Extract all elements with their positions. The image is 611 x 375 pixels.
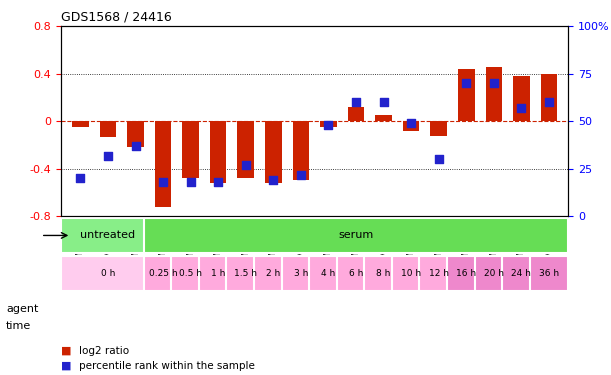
Text: 12 h: 12 h <box>429 269 448 278</box>
FancyBboxPatch shape <box>199 256 238 291</box>
Bar <box>210 122 227 183</box>
Text: 10 h: 10 h <box>401 269 421 278</box>
FancyBboxPatch shape <box>419 256 458 291</box>
Text: log2 ratio: log2 ratio <box>79 346 130 355</box>
Point <box>131 143 141 149</box>
Bar <box>348 107 364 122</box>
Bar <box>265 122 282 183</box>
FancyBboxPatch shape <box>282 256 320 291</box>
Point <box>461 80 471 86</box>
Point <box>76 176 86 181</box>
Point <box>268 177 278 183</box>
Point <box>516 105 526 111</box>
Bar <box>72 122 89 127</box>
FancyBboxPatch shape <box>309 256 348 291</box>
Text: 1.5 h: 1.5 h <box>234 269 257 278</box>
Text: agent: agent <box>6 304 38 314</box>
Text: 1 h: 1 h <box>211 269 225 278</box>
Bar <box>541 74 557 122</box>
Point <box>324 122 334 128</box>
FancyBboxPatch shape <box>530 256 568 291</box>
FancyBboxPatch shape <box>61 256 155 291</box>
Text: 4 h: 4 h <box>321 269 335 278</box>
Bar <box>513 76 530 122</box>
Text: 3 h: 3 h <box>294 269 308 278</box>
Text: 0 h: 0 h <box>101 269 115 278</box>
Bar <box>375 116 392 122</box>
Point <box>241 162 251 168</box>
Text: 2 h: 2 h <box>266 269 280 278</box>
Bar <box>320 122 337 127</box>
Text: time: time <box>6 321 31 331</box>
Text: GDS1568 / 24416: GDS1568 / 24416 <box>61 11 172 24</box>
FancyBboxPatch shape <box>364 256 403 291</box>
Point <box>406 120 416 126</box>
Point <box>296 172 306 178</box>
FancyBboxPatch shape <box>144 218 568 253</box>
Point <box>103 153 113 159</box>
Bar <box>100 122 116 137</box>
Bar <box>182 122 199 178</box>
Point <box>489 80 499 86</box>
FancyBboxPatch shape <box>144 256 182 291</box>
Text: untreated: untreated <box>81 231 136 240</box>
FancyBboxPatch shape <box>337 256 375 291</box>
Text: ■: ■ <box>61 346 71 355</box>
Point <box>544 99 554 105</box>
Text: serum: serum <box>338 231 374 240</box>
Text: 8 h: 8 h <box>376 269 391 278</box>
Text: 0.5 h: 0.5 h <box>179 269 202 278</box>
FancyBboxPatch shape <box>447 256 486 291</box>
Text: 16 h: 16 h <box>456 269 477 278</box>
Text: ■: ■ <box>61 361 71 370</box>
Bar <box>486 67 502 122</box>
Text: 6 h: 6 h <box>349 269 363 278</box>
FancyBboxPatch shape <box>475 256 513 291</box>
FancyBboxPatch shape <box>392 256 430 291</box>
FancyBboxPatch shape <box>171 256 210 291</box>
Bar <box>238 122 254 178</box>
Point <box>434 156 444 162</box>
FancyBboxPatch shape <box>61 218 155 253</box>
Bar <box>155 122 171 207</box>
FancyBboxPatch shape <box>227 256 265 291</box>
Text: 20 h: 20 h <box>484 269 504 278</box>
Point <box>186 179 196 185</box>
Point <box>351 99 361 105</box>
Bar <box>127 122 144 147</box>
Bar <box>458 69 475 122</box>
Text: 24 h: 24 h <box>511 269 532 278</box>
Text: percentile rank within the sample: percentile rank within the sample <box>79 361 255 370</box>
Bar <box>293 122 309 180</box>
Text: 36 h: 36 h <box>539 269 559 278</box>
Point <box>158 179 168 185</box>
Point <box>379 99 389 105</box>
FancyBboxPatch shape <box>254 256 293 291</box>
Bar <box>403 122 419 131</box>
Text: 0.25 h: 0.25 h <box>148 269 177 278</box>
FancyBboxPatch shape <box>502 256 541 291</box>
Bar <box>430 122 447 136</box>
Point <box>213 179 223 185</box>
